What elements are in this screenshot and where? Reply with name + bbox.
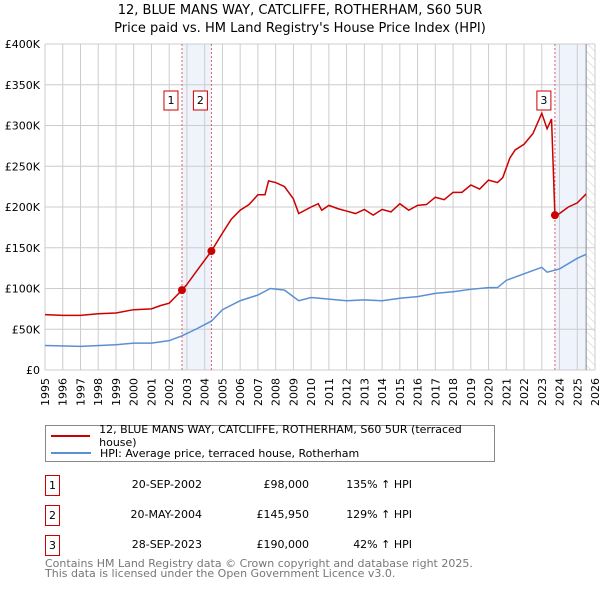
- x-tick-label: 1998: [92, 378, 105, 406]
- x-tick-label: 2009: [287, 378, 300, 406]
- sale-price: £145,950: [256, 508, 310, 521]
- x-tick-label: 2003: [181, 378, 194, 406]
- sale-date: 28-SEP-2023: [131, 538, 202, 551]
- x-tick-label: 2006: [234, 378, 247, 406]
- legend-label-hpi: HPI: Average price, terraced house, Roth…: [100, 446, 360, 460]
- sale-date: 20-MAY-2004: [130, 508, 202, 521]
- sale-label-box: [163, 90, 179, 111]
- property-price-line: [44, 111, 587, 317]
- x-tick-label: 2017: [429, 378, 442, 406]
- y-tick-label: £250K: [5, 160, 41, 173]
- y-tick-label: £350K: [5, 79, 41, 92]
- sale-label: 3: [540, 94, 547, 107]
- x-tick-label: 2015: [394, 378, 407, 406]
- x-tick-label: 1995: [39, 378, 52, 406]
- sale-hpi: 135% ↑ HPI: [346, 478, 412, 491]
- x-tick-label: 2024: [554, 378, 567, 406]
- sale-marker: 2: [45, 505, 60, 526]
- sale-point: [177, 286, 186, 295]
- x-tick-label: 2021: [500, 378, 513, 406]
- x-tick-label: 2013: [358, 378, 371, 406]
- x-tick-label: 2022: [518, 378, 531, 406]
- sale-row-1: 1 20-SEP-2002 £98,000 135% ↑ HPI: [45, 475, 445, 496]
- x-tick-label: 2026: [589, 378, 600, 406]
- sale-label-box: [536, 90, 552, 111]
- y-tick-label: £100K: [5, 283, 41, 296]
- sale-date: 20-SEP-2002: [131, 478, 202, 491]
- x-tick-label: 2001: [145, 378, 158, 406]
- y-tick-label: £150K: [5, 242, 41, 255]
- chart-title: 12, BLUE MANS WAY, CATCLIFFE, ROTHERHAM,…: [118, 3, 482, 18]
- x-tick-label: 2016: [412, 378, 425, 406]
- footer-line-2: This data is licensed under the Open Gov…: [45, 567, 396, 580]
- x-tick-label: 2000: [128, 378, 141, 406]
- legend-swatch-hpi: [51, 452, 91, 454]
- x-tick-label: 1999: [110, 378, 123, 406]
- y-tick-label: £300K: [5, 120, 41, 133]
- sale-marker: 1: [45, 475, 60, 496]
- x-tick-label: 2002: [163, 378, 176, 406]
- legend: 12, BLUE MANS WAY, CATCLIFFE, ROTHERHAM,…: [45, 423, 495, 462]
- y-tick-label: £400K: [5, 38, 41, 51]
- x-tick-label: 2018: [447, 378, 460, 406]
- x-tick-label: 2004: [199, 378, 212, 406]
- sale-label: 2: [197, 94, 204, 107]
- sale-marker: 3: [45, 535, 60, 556]
- footer: Contains HM Land Registry data © Crown c…: [45, 557, 473, 580]
- footer-line-1: Contains HM Land Registry data © Crown c…: [45, 557, 473, 570]
- x-tick-label: 2019: [465, 378, 478, 406]
- y-tick-label: £50K: [12, 323, 41, 336]
- sale-label-box: [192, 90, 208, 111]
- sale-row-2: 2 20-MAY-2004 £145,950 129% ↑ HPI: [45, 505, 445, 526]
- x-tick-label: 2005: [216, 378, 229, 406]
- sale-hpi: 42% ↑ HPI: [353, 538, 412, 551]
- x-tick-label: 1996: [57, 378, 70, 406]
- x-tick-label: 2025: [571, 378, 584, 406]
- x-tick-label: 2011: [323, 378, 336, 406]
- hpi-line: [44, 253, 587, 348]
- sale-point: [550, 211, 559, 220]
- price-chart: 12, BLUE MANS WAY, CATCLIFFE, ROTHERHAM,…: [5, 3, 600, 406]
- sale-price: £98,000: [263, 478, 310, 491]
- x-tick-label: 2020: [483, 378, 496, 406]
- sale-row-3: 3 28-SEP-2023 £190,000 42% ↑ HPI: [45, 535, 445, 556]
- x-tick-label: 2008: [270, 378, 283, 406]
- x-tick-label: 1997: [74, 378, 87, 406]
- sale-hpi: 129% ↑ HPI: [346, 508, 412, 521]
- x-tick-label: 2023: [536, 378, 549, 406]
- chart-subtitle: Price paid vs. HM Land Registry's House …: [114, 21, 486, 36]
- x-tick-label: 2007: [252, 378, 265, 406]
- x-tick-label: 2014: [376, 378, 389, 406]
- y-tick-label: £200K: [5, 201, 41, 214]
- x-tick-label: 2010: [305, 378, 318, 406]
- legend-swatch-property: [51, 435, 91, 437]
- sale-label: 1: [167, 94, 174, 107]
- x-tick-label: 2012: [341, 378, 354, 406]
- legend-label-property: 12, BLUE MANS WAY, CATCLIFFE, ROTHERHAM,…: [99, 423, 462, 449]
- sale-point: [207, 247, 216, 256]
- y-tick-label: £0: [26, 364, 40, 377]
- sale-price: £190,000: [256, 538, 310, 551]
